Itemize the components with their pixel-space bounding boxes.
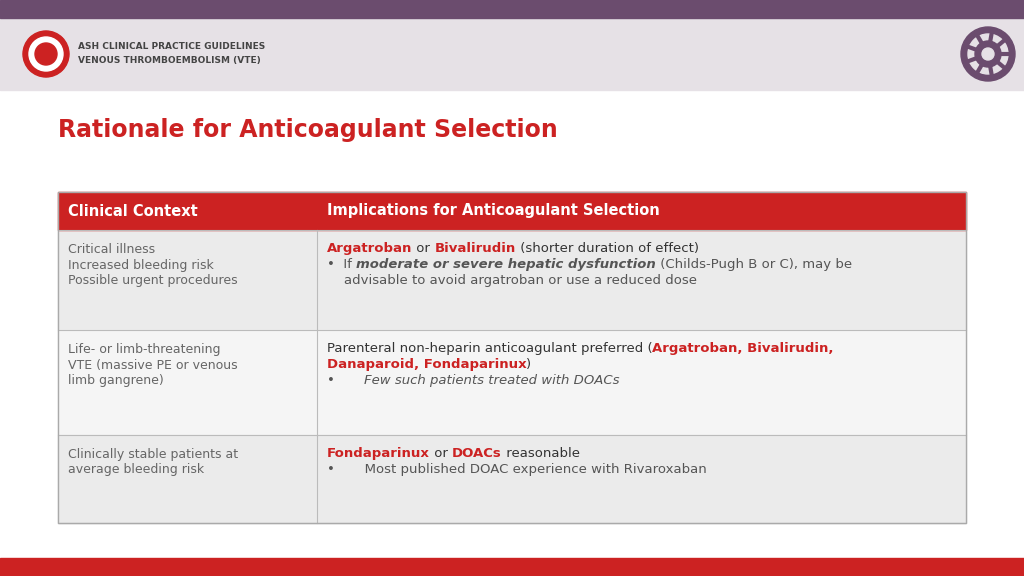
Circle shape xyxy=(43,32,48,36)
Text: VENOUS THROMBOEMBOLISM (VTE): VENOUS THROMBOEMBOLISM (VTE) xyxy=(78,56,261,65)
Text: Critical illness: Critical illness xyxy=(68,243,155,256)
Text: ): ) xyxy=(526,358,531,371)
Bar xyxy=(58,192,966,230)
Bar xyxy=(58,330,966,435)
Bar xyxy=(0,18,1024,90)
Text: moderate or severe hepatic dysfunction: moderate or severe hepatic dysfunction xyxy=(356,258,655,271)
Text: average bleeding risk: average bleeding risk xyxy=(68,464,204,476)
Bar xyxy=(0,558,1024,576)
Text: Fondaparinux: Fondaparinux xyxy=(327,447,430,460)
Text: (shorter duration of effect): (shorter duration of effect) xyxy=(515,242,698,255)
Text: advisable to avoid argatroban or use a reduced dose: advisable to avoid argatroban or use a r… xyxy=(327,274,696,287)
Circle shape xyxy=(63,51,69,56)
Circle shape xyxy=(57,37,62,43)
Text: Increased bleeding risk: Increased bleeding risk xyxy=(68,259,214,271)
Circle shape xyxy=(975,41,1001,67)
Text: Clinically stable patients at: Clinically stable patients at xyxy=(68,448,239,461)
Text: •       Most published DOAC experience with Rivaroxaban: • Most published DOAC experience with Ri… xyxy=(327,463,707,476)
Text: Parenteral non-heparin anticoagulant preferred (: Parenteral non-heparin anticoagulant pre… xyxy=(327,342,652,355)
Text: •: • xyxy=(327,374,365,387)
Text: •  If: • If xyxy=(327,258,356,271)
Circle shape xyxy=(24,51,29,56)
Circle shape xyxy=(23,31,69,77)
Text: Few such patients treated with DOACs: Few such patients treated with DOACs xyxy=(365,374,620,387)
Text: Possible urgent procedures: Possible urgent procedures xyxy=(68,274,238,287)
Text: ASH CLINICAL PRACTICE GUIDELINES: ASH CLINICAL PRACTICE GUIDELINES xyxy=(78,42,265,51)
Bar xyxy=(58,192,966,523)
Circle shape xyxy=(961,27,1015,81)
Circle shape xyxy=(968,34,1008,74)
Text: Clinical Context: Clinical Context xyxy=(68,203,198,218)
Text: or: or xyxy=(430,447,452,460)
Text: Implications for Anticoagulant Selection: Implications for Anticoagulant Selection xyxy=(327,203,659,218)
Text: reasonable: reasonable xyxy=(502,447,580,460)
Text: Argatroban: Argatroban xyxy=(327,242,412,255)
Bar xyxy=(58,435,966,523)
Text: limb gangrene): limb gangrene) xyxy=(68,374,164,387)
Text: or: or xyxy=(412,242,434,255)
Text: DOACs: DOACs xyxy=(452,447,502,460)
Text: Rationale for Anticoagulant Selection: Rationale for Anticoagulant Selection xyxy=(58,118,558,142)
Circle shape xyxy=(57,66,62,71)
Text: Danaparoid, Fondaparinux: Danaparoid, Fondaparinux xyxy=(327,358,526,371)
Circle shape xyxy=(43,71,48,77)
Circle shape xyxy=(30,37,35,43)
Bar xyxy=(58,230,966,330)
Bar xyxy=(0,0,1024,18)
Text: Bivalirudin: Bivalirudin xyxy=(434,242,515,255)
Text: Life- or limb-threatening: Life- or limb-threatening xyxy=(68,343,220,356)
Circle shape xyxy=(982,48,994,60)
Text: VTE (massive PE or venous: VTE (massive PE or venous xyxy=(68,358,238,372)
Text: (Childs-Pugh B or C), may be: (Childs-Pugh B or C), may be xyxy=(655,258,852,271)
Bar xyxy=(58,192,966,523)
Circle shape xyxy=(30,66,35,71)
Text: Argatroban, Bivalirudin,: Argatroban, Bivalirudin, xyxy=(652,342,834,355)
Circle shape xyxy=(35,43,57,65)
Circle shape xyxy=(29,37,63,71)
